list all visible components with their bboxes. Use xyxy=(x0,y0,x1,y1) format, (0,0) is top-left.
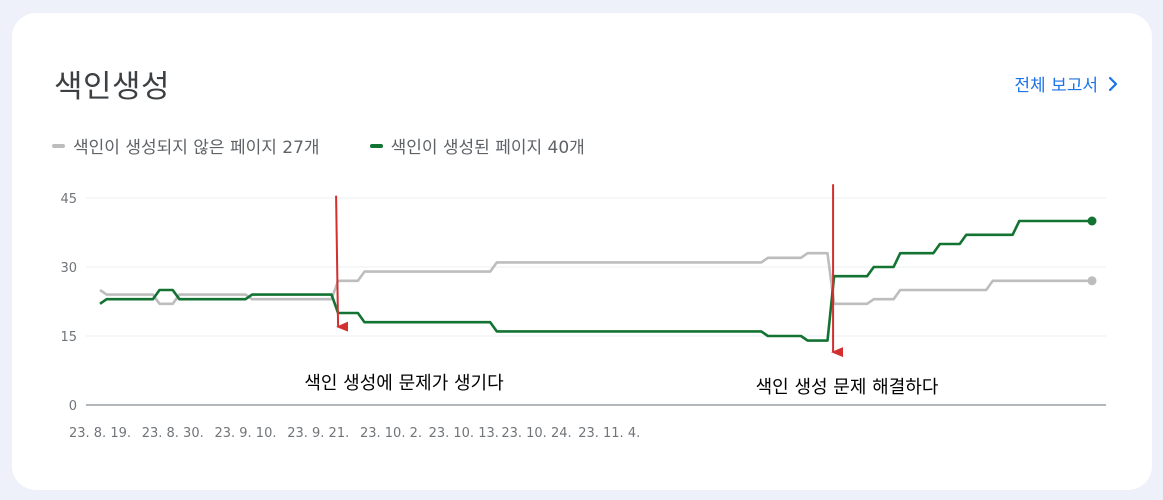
series-line-indexed xyxy=(99,219,1092,342)
y-tick-label: 45 xyxy=(60,192,77,207)
x-tick-label: 23. 9. 21. xyxy=(287,426,349,441)
series-endpoint-indexed xyxy=(1087,216,1097,226)
legend-swatch-not-indexed xyxy=(52,143,65,148)
legend-swatch-indexed xyxy=(369,143,383,148)
annotation-label: 색인 생성 문제 해결하다 xyxy=(756,377,939,398)
full-report-link[interactable]: 전체 보고서 xyxy=(1014,71,1118,96)
x-tick-label: 23. 8. 19. xyxy=(69,426,131,441)
legend-label-indexed: 색인이 생성된 페이지 40개 xyxy=(390,138,585,158)
legend-item-not-indexed[interactable]: 색인이 생성되지 않은 페이지 27개 xyxy=(52,133,320,158)
legend-label-not-indexed: 색인이 생성되지 않은 페이지 27개 xyxy=(73,138,320,158)
y-tick-label: 0 xyxy=(69,399,77,414)
annotation-label: 색인 생성에 문제가 생기다 xyxy=(304,373,504,394)
card-title: 색인생성 xyxy=(54,69,171,105)
x-tick-label: 23. 9. 10. xyxy=(214,426,276,441)
x-tick-label: 23. 8. 30. xyxy=(142,426,204,441)
y-tick-label: 30 xyxy=(60,261,77,276)
full-report-label: 전체 보고서 xyxy=(1014,76,1098,96)
x-tick-label: 23. 10. 24. xyxy=(501,426,571,441)
y-tick-label: 15 xyxy=(60,330,77,345)
x-tick-label: 23. 10. 2. xyxy=(360,426,422,441)
chart-legend: 색인이 생성되지 않은 페이지 27개 색인이 생성된 페이지 40개 xyxy=(52,133,585,158)
chevron-right-icon xyxy=(1108,76,1118,91)
x-tick-label: 23. 10. 13. xyxy=(429,426,499,441)
series-endpoint-not-indexed xyxy=(1087,276,1097,286)
series-line-not-indexed xyxy=(99,251,1092,306)
indexing-card: 색인생성 전체 보고서 색인이 생성되지 않은 페이지 27개 색인이 생성된 … xyxy=(12,13,1152,490)
annotation-arrow xyxy=(335,195,349,332)
legend-item-indexed[interactable]: 색인이 생성된 페이지 40개 xyxy=(369,133,585,158)
x-tick-label: 23. 11. 4. xyxy=(578,426,640,441)
